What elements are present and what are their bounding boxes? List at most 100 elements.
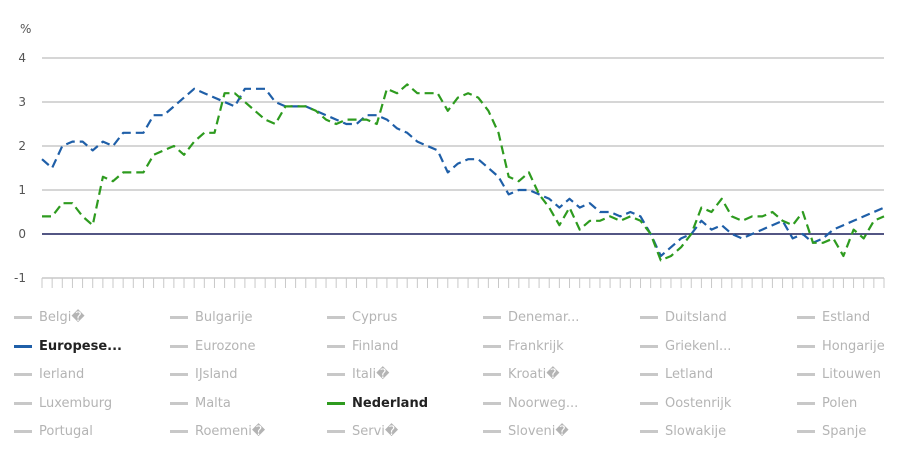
legend-item[interactable]: Spanje xyxy=(797,424,866,439)
legend-swatch xyxy=(483,402,501,405)
legend-swatch xyxy=(14,373,32,376)
legend-item[interactable]: Cyprus xyxy=(327,310,397,325)
legend-item[interactable]: Kroati� xyxy=(483,367,560,382)
legend-item[interactable]: Europese... xyxy=(14,339,122,354)
series-line-europese-unie xyxy=(41,87,885,258)
legend-label: Frankrijk xyxy=(508,339,564,354)
legend-item[interactable]: Nederland xyxy=(327,396,428,411)
legend-item[interactable]: Griekenl... xyxy=(640,339,731,354)
legend-swatch xyxy=(640,402,658,405)
legend-item[interactable]: Oostenrijk xyxy=(640,396,731,411)
legend-swatch xyxy=(14,402,32,405)
y-axis-unit-label: % xyxy=(20,22,31,36)
y-tick-label: 3 xyxy=(18,95,26,109)
legend-item[interactable]: Belgi� xyxy=(14,310,85,325)
series-line-nederland xyxy=(42,83,885,262)
legend-swatch xyxy=(640,373,658,376)
legend-item[interactable]: Roemeni� xyxy=(170,424,265,439)
legend-item[interactable]: Servi� xyxy=(327,424,398,439)
legend-swatch xyxy=(170,345,188,348)
y-tick-label: 1 xyxy=(18,183,26,197)
grid-lines xyxy=(42,57,884,279)
legend-item[interactable]: Ierland xyxy=(14,367,84,382)
legend-label: Hongarije xyxy=(822,339,885,354)
legend-item[interactable]: Letland xyxy=(640,367,713,382)
legend-item[interactable]: IJsland xyxy=(170,367,238,382)
legend-item[interactable]: Eurozone xyxy=(170,339,255,354)
legend-item[interactable]: Noorweg... xyxy=(483,396,578,411)
legend-swatch xyxy=(483,316,501,319)
legend-label: Noorweg... xyxy=(508,396,579,411)
legend-swatch xyxy=(14,345,32,348)
legend-swatch xyxy=(327,345,345,348)
legend-label: Letland xyxy=(665,367,714,382)
legend-label: Denemar... xyxy=(508,310,580,325)
legend-item[interactable]: Litouwen xyxy=(797,367,881,382)
legend-label: Europese... xyxy=(39,339,122,354)
y-tick-label: 2 xyxy=(18,139,26,153)
legend-swatch xyxy=(170,430,188,433)
legend-swatch xyxy=(170,316,188,319)
legend-label: Duitsland xyxy=(665,310,727,325)
legend-item[interactable]: Estland xyxy=(797,310,870,325)
legend-label: Bulgarije xyxy=(195,310,253,325)
legend-item[interactable]: Duitsland xyxy=(640,310,727,325)
legend-label: Estland xyxy=(822,310,871,325)
legend-label: Litouwen xyxy=(822,367,882,382)
legend-swatch xyxy=(797,430,815,433)
legend-label: Itali� xyxy=(352,367,390,382)
legend-swatch xyxy=(797,345,815,348)
legend-swatch xyxy=(483,430,501,433)
legend-label: Luxemburg xyxy=(39,396,113,411)
legend-item[interactable]: Portugal xyxy=(14,424,93,439)
legend-item[interactable]: Frankrijk xyxy=(483,339,564,354)
legend-swatch xyxy=(797,402,815,405)
legend-label: Spanje xyxy=(822,424,867,439)
legend-item[interactable]: Itali� xyxy=(327,367,389,382)
series-group xyxy=(41,83,885,262)
legend-swatch xyxy=(797,373,815,376)
legend-swatch xyxy=(483,345,501,348)
legend-item[interactable]: Malta xyxy=(170,396,231,411)
y-tick-label: 0 xyxy=(18,227,26,241)
legend-label: Sloveni� xyxy=(508,424,569,439)
y-tick-label: 4 xyxy=(18,51,26,65)
legend-swatch xyxy=(640,430,658,433)
legend-label: Finland xyxy=(352,339,399,354)
legend-swatch xyxy=(14,430,32,433)
legend-swatch xyxy=(483,373,501,376)
line-chart: % 4 3 2 1 0 -1 xyxy=(14,22,885,288)
legend-swatch xyxy=(327,430,345,433)
y-tick-label: -1 xyxy=(14,271,26,285)
legend: Belgi� Bulgarije Cyprus Denemar... Duitsland… xyxy=(0,306,900,446)
x-axis-ticks xyxy=(41,278,885,288)
legend-label: Portugal xyxy=(39,424,93,439)
legend-label: Servi� xyxy=(352,424,399,439)
legend-item[interactable]: Luxemburg xyxy=(14,396,112,411)
legend-swatch xyxy=(327,373,345,376)
legend-item[interactable]: Bulgarije xyxy=(170,310,253,325)
legend-swatch xyxy=(797,316,815,319)
legend-label: Belgi� xyxy=(39,310,85,325)
legend-swatch xyxy=(170,402,188,405)
legend-label: Roemeni� xyxy=(195,424,266,439)
legend-swatch xyxy=(14,316,32,319)
legend-item[interactable]: Hongarije xyxy=(797,339,885,354)
legend-label: Polen xyxy=(822,396,858,411)
legend-swatch xyxy=(327,316,345,319)
legend-label: Eurozone xyxy=(195,339,256,354)
y-axis-ticks: 4 3 2 1 0 -1 xyxy=(14,51,26,285)
legend-label: Cyprus xyxy=(352,310,398,325)
legend-label: Ierland xyxy=(39,367,85,382)
legend-label: Griekenl... xyxy=(665,339,732,354)
legend-item[interactable]: Slowakije xyxy=(640,424,726,439)
legend-item[interactable]: Sloveni� xyxy=(483,424,569,439)
legend-label: Malta xyxy=(195,396,231,411)
legend-item[interactable]: Polen xyxy=(797,396,857,411)
legend-swatch xyxy=(170,373,188,376)
legend-item[interactable]: Finland xyxy=(327,339,398,354)
legend-item[interactable]: Denemar... xyxy=(483,310,579,325)
legend-label: IJsland xyxy=(195,367,238,382)
legend-label: Slowakije xyxy=(665,424,727,439)
legend-swatch xyxy=(640,316,658,319)
